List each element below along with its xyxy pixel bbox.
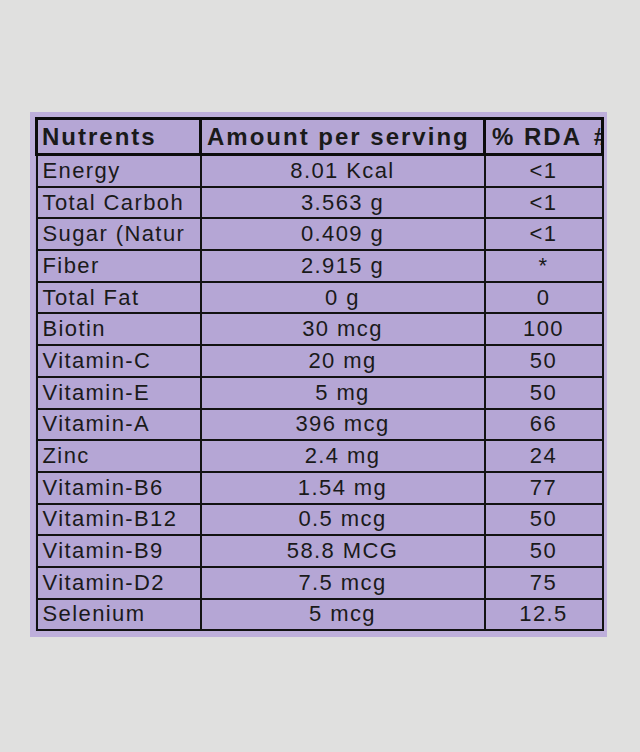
rda-percent-value: <1 (485, 155, 603, 187)
nutrient-name: Vitamin-E (38, 380, 205, 406)
table-row: Vitamin-D27.5 mcg75 (37, 567, 603, 599)
nutrient-name: Vitamin-B9 (38, 538, 205, 564)
table-row: Fiber2.915 g* (37, 250, 603, 282)
amount-per-serving-value: 2.4 mg (201, 440, 485, 472)
amount-per-serving-value: 5 mcg (201, 599, 485, 631)
header-rda-clip: % RDA # (490, 122, 601, 152)
nutrient-name-cell: Vitamin-B6 (37, 472, 201, 504)
nutrient-name-cell: Vitamin-D2 (37, 567, 201, 599)
table-row: Total Carboh3.563 g<1 (37, 187, 603, 219)
nutrient-name-cell: Energy (37, 155, 201, 187)
table-body: Energy8.01 Kcal<1Total Carboh3.563 g<1Su… (37, 155, 603, 631)
header-nutrients: Nutrents (37, 119, 201, 155)
rda-percent-value: 66 (485, 409, 603, 441)
amount-per-serving-value: 5 mg (201, 377, 485, 409)
table-row: Total Fat0 g0 (37, 282, 603, 314)
table-row: Zinc2.4 mg24 (37, 440, 603, 472)
rda-percent-value: * (485, 250, 603, 282)
header-rda: % RDA # (485, 119, 603, 155)
amount-per-serving-value: 8.01 Kcal (201, 155, 485, 187)
amount-per-serving-value: 0.409 g (201, 218, 485, 250)
table-row: Vitamin-B61.54 mg77 (37, 472, 603, 504)
amount-per-serving-value: 0.5 mcg (201, 504, 485, 536)
rda-percent-value: 0 (485, 282, 603, 314)
nutrient-name: Total Carboh (38, 190, 205, 216)
rda-percent-value: 12.5 (485, 599, 603, 631)
amount-per-serving-value: 3.563 g (201, 187, 485, 219)
table-row: Vitamin-C20 mg50 (37, 345, 603, 377)
table-row: Vitamin-B120.5 mcg50 (37, 504, 603, 536)
amount-per-serving-value: 1.54 mg (201, 472, 485, 504)
nutrient-name-cell: Total Carboh (37, 187, 201, 219)
nutrient-name: Selenium (38, 601, 205, 627)
amount-per-serving-value: 58.8 MCG (201, 535, 485, 567)
rda-percent-value: 24 (485, 440, 603, 472)
nutrient-name: Fiber (38, 253, 205, 279)
rda-percent-value: <1 (485, 218, 603, 250)
amount-per-serving-value: 30 mcg (201, 313, 485, 345)
rda-percent-value: 50 (485, 504, 603, 536)
table-row: Biotin30 mcg100 (37, 313, 603, 345)
nutrient-name-cell: Biotin (37, 313, 201, 345)
nutrient-name-cell: Vitamin-A (37, 409, 201, 441)
rda-percent-value: 75 (485, 567, 603, 599)
table-row: Vitamin-A396 mcg66 (37, 409, 603, 441)
nutrient-name: Energy (38, 158, 205, 184)
nutrient-name: Vitamin-C (38, 348, 205, 374)
nutrient-name-cell: Vitamin-B9 (37, 535, 201, 567)
nutrient-name: Vitamin-D2 (38, 570, 205, 596)
nutrition-label-page: Nutrents Amount per serving % RDA # Ener… (0, 0, 640, 752)
table-row: Energy8.01 Kcal<1 (37, 155, 603, 187)
nutrient-name-cell: Vitamin-E (37, 377, 201, 409)
nutrient-name-cell: Zinc (37, 440, 201, 472)
nutrition-table: Nutrents Amount per serving % RDA # Ener… (35, 117, 604, 631)
nutrient-name: Vitamin-B12 (38, 506, 205, 532)
nutrient-name: Biotin (38, 316, 205, 342)
rda-percent-value: 50 (485, 535, 603, 567)
header-rda-label: % RDA (490, 123, 582, 150)
table-row: Vitamin-B958.8 MCG50 (37, 535, 603, 567)
header-rda-footnote-mark: # (594, 122, 601, 152)
nutrient-name: Sugar (Natur (38, 221, 205, 247)
rda-percent-value: 50 (485, 345, 603, 377)
table-header-row: Nutrents Amount per serving % RDA # (37, 119, 603, 155)
rda-percent-value: 100 (485, 313, 603, 345)
nutrient-name-cell: Vitamin-B12 (37, 504, 201, 536)
nutrient-name: Zinc (38, 443, 205, 469)
nutrient-name: Total Fat (38, 285, 205, 311)
amount-per-serving-value: 20 mg (201, 345, 485, 377)
table-row: Selenium5 mcg12.5 (37, 599, 603, 631)
nutrient-name: Vitamin-A (38, 411, 205, 437)
table-row: Vitamin-E5 mg50 (37, 377, 603, 409)
nutrient-name-cell: Vitamin-C (37, 345, 201, 377)
nutrient-name: Vitamin-B6 (38, 475, 205, 501)
table-row: Sugar (Natur0.409 g<1 (37, 218, 603, 250)
rda-percent-value: 77 (485, 472, 603, 504)
nutrient-name-cell: Selenium (37, 599, 201, 631)
rda-percent-value: 50 (485, 377, 603, 409)
rda-percent-value: <1 (485, 187, 603, 219)
nutrient-name-cell: Total Fat (37, 282, 201, 314)
nutrient-name-cell: Sugar (Natur (37, 218, 201, 250)
nutrient-name-cell: Fiber (37, 250, 201, 282)
amount-per-serving-value: 2.915 g (201, 250, 485, 282)
amount-per-serving-value: 396 mcg (201, 409, 485, 441)
header-amount-per-serving: Amount per serving (201, 119, 485, 155)
amount-per-serving-value: 7.5 mcg (201, 567, 485, 599)
amount-per-serving-value: 0 g (201, 282, 485, 314)
